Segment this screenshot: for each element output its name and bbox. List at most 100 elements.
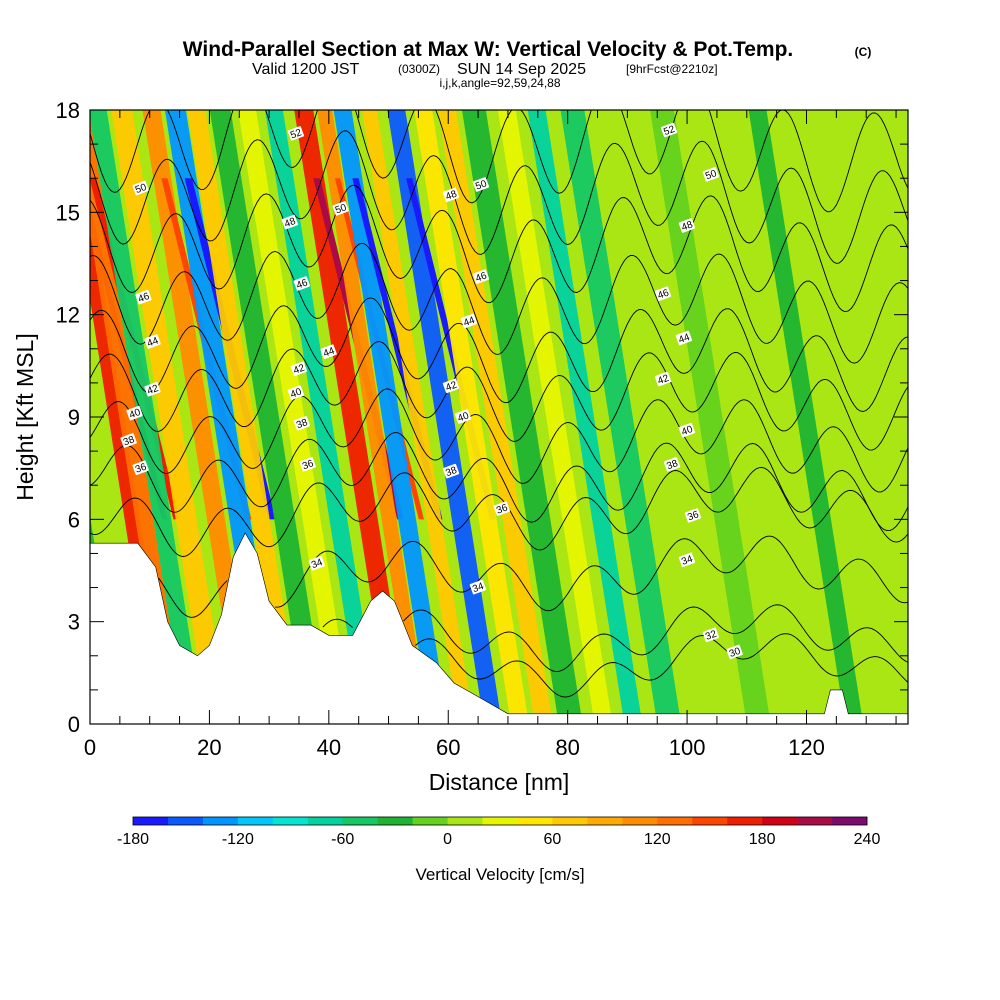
contour-label: 40 — [126, 405, 143, 421]
contour-label-box — [663, 457, 681, 472]
contour-label-text: 38 — [122, 434, 137, 448]
contour-line-32 — [322, 604, 908, 672]
contour-label-box — [454, 409, 472, 424]
contour-label-box — [684, 508, 702, 523]
contour-label-box — [290, 361, 308, 377]
contour-label: 40 — [454, 409, 472, 425]
contour-label: 46 — [135, 289, 152, 305]
valid-time-utc: (0300Z) — [398, 62, 440, 76]
contour-label: 36 — [299, 457, 316, 472]
velocity-band — [599, 110, 726, 724]
contour-label-box — [120, 433, 137, 448]
x-tick-label: 120 — [788, 735, 825, 760]
x-tick-label: 100 — [669, 735, 706, 760]
y-tick-label: 6 — [68, 507, 80, 532]
contour-label-text: 46 — [137, 291, 152, 305]
y-tick-label: 12 — [56, 303, 80, 328]
colorbar-swatch — [412, 817, 448, 825]
contour-label-box — [660, 122, 678, 138]
contour-label-box — [472, 177, 490, 192]
contour-label: 50 — [702, 167, 720, 182]
contour-label-text: 34 — [680, 554, 695, 568]
contour-label-box — [493, 501, 511, 516]
colorbar-tick-label: 180 — [749, 831, 776, 848]
y-tick-label: 15 — [56, 200, 80, 225]
velocity-band — [142, 110, 258, 724]
grid-indices: i,j,k,angle=92,59,24,88 — [439, 76, 560, 90]
colorbar-swatch — [167, 817, 204, 825]
contour-label-box — [308, 555, 325, 571]
contour-label: 36 — [684, 508, 702, 523]
contour-label-text: 38 — [665, 458, 680, 472]
chart-title: Wind-Parallel Section at Max W: Vertical… — [183, 38, 794, 61]
contour-label: 42 — [144, 381, 161, 397]
valid-time-prefix: Valid 1200 JST — [252, 61, 360, 78]
contour-label: 52 — [287, 126, 305, 141]
contour-label: 38 — [293, 416, 311, 431]
contour-label-box — [442, 187, 460, 203]
contour-label: 30 — [726, 644, 743, 660]
colorbar-tick-label: 60 — [544, 831, 562, 848]
contour-label: 50 — [132, 180, 149, 196]
contour-label-text: 42 — [292, 362, 307, 376]
contour-label-box — [293, 416, 311, 431]
contour-label-box — [472, 269, 490, 284]
potential-temperature-contours — [90, 110, 908, 698]
contour-label-box — [469, 579, 487, 595]
colorbar-tick-label: 120 — [644, 831, 671, 848]
x-axis-title: Distance [nm] — [429, 769, 570, 795]
colorbar-swatch — [342, 817, 378, 825]
velocity-band — [387, 110, 502, 724]
contour-label-text: 34 — [310, 557, 325, 571]
velocity-band — [294, 110, 411, 724]
contour-label-text: 42 — [146, 383, 161, 397]
colorbar-swatch — [447, 817, 483, 825]
contour-label-text: 38 — [295, 417, 310, 431]
velocity-band — [90, 110, 204, 724]
y-axis-title: Height [Kft MSL] — [12, 333, 38, 500]
contour-label: 44 — [320, 344, 337, 360]
contour-label-text: 50 — [704, 168, 719, 182]
velocity-band — [187, 110, 302, 724]
contour-label: 48 — [281, 214, 299, 230]
y-tick-label: 9 — [68, 405, 80, 430]
x-tick-label: 60 — [436, 735, 460, 760]
contour-line-44 — [90, 297, 908, 412]
contour-label-box — [126, 405, 143, 421]
contour-line-50 — [90, 130, 908, 264]
contour-label: 50 — [472, 177, 490, 193]
contour-label-text: 40 — [289, 386, 304, 400]
colorbar-swatch — [307, 817, 344, 825]
velocity-band — [333, 110, 449, 724]
contour-line-48 — [90, 184, 908, 313]
valid-time-line: Valid 1200 JST (0300Z) SUN 14 Sep 2025 [… — [252, 61, 718, 78]
contour-label-box — [320, 344, 337, 360]
contour-label-text: 50 — [334, 202, 349, 216]
contour-label-text: 36 — [301, 458, 316, 472]
contour-label: 36 — [132, 460, 149, 476]
contour-label: 38 — [663, 457, 681, 472]
x-tick-label: 80 — [555, 735, 579, 760]
velocity-band — [527, 110, 643, 724]
contour-label-box — [293, 276, 311, 291]
contour-label-box — [654, 286, 672, 302]
contour-label-text: 36 — [686, 509, 701, 523]
contour-line-40 — [90, 388, 908, 493]
x-tick-label: 40 — [317, 735, 341, 760]
contour-label: 34 — [469, 579, 487, 595]
contour-label-text: 52 — [662, 124, 677, 138]
contour-label-text: 52 — [289, 127, 304, 141]
colorbar-swatch — [797, 817, 833, 825]
contour-label-box — [144, 381, 161, 397]
forecast-info: [9hrFcst@2210z] — [626, 62, 718, 76]
colorbar-tick-label: -120 — [222, 831, 254, 848]
contour-label-text: 44 — [677, 332, 692, 346]
contour-label: 42 — [654, 371, 672, 387]
colorbar-swatch — [133, 817, 169, 825]
contour-label: 48 — [442, 187, 460, 203]
contour-label-box — [442, 463, 460, 479]
y-tick-label: 3 — [68, 610, 80, 635]
velocity-band — [238, 110, 353, 724]
contour-label: 38 — [120, 433, 137, 448]
